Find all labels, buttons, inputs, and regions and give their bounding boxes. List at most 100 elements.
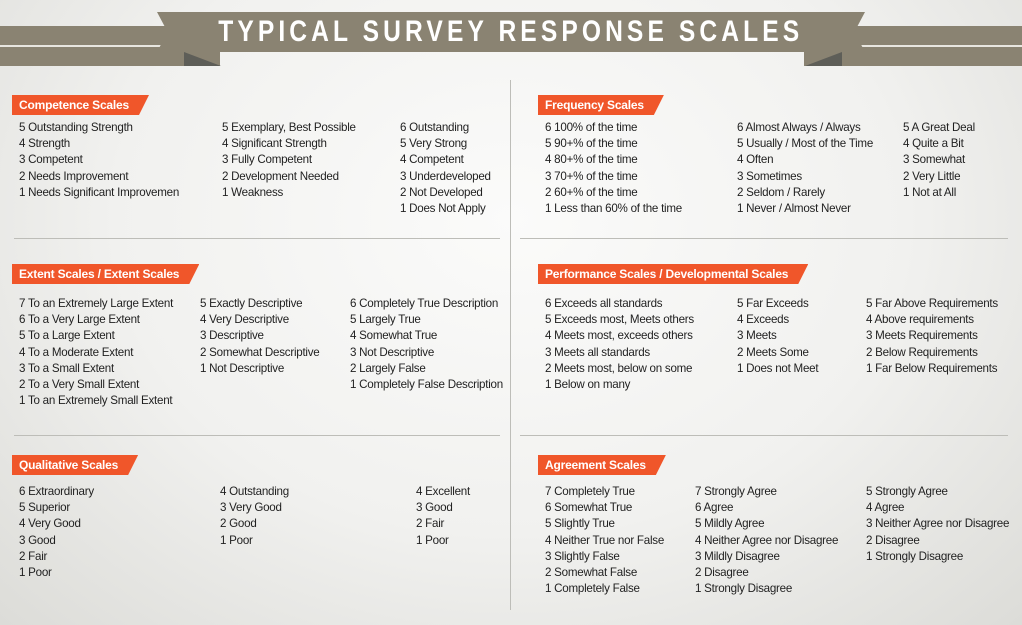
scale-item: 2 60+% of the time	[545, 185, 638, 199]
scale-item: 2 Needs Improvement	[19, 169, 129, 183]
scale-item: 1 Completely False Description	[350, 378, 503, 392]
scale-item: 5 Mildly Agree	[695, 517, 765, 531]
scale-item: 1 Not at All	[903, 185, 957, 199]
scale-item: 2 Fair	[416, 517, 445, 531]
scale-item: 2 Very Little	[903, 169, 961, 183]
scale-item: 4 Often	[737, 153, 774, 167]
scale-item: 2 Fair	[19, 549, 48, 563]
scale-item: 6 Somewhat True	[545, 501, 633, 515]
scale-item: 3 Very Good	[220, 501, 282, 515]
scale-item: 1 Never / Almost Never	[737, 202, 851, 216]
scale-column: 7 Completely True 6 Somewhat True 5 Slight…	[545, 484, 664, 597]
scale-item: 1 Weakness	[222, 185, 284, 199]
scale-column: 6 100% of the time 5 90+% of the time 4 80…	[545, 120, 682, 217]
scale-item: 1 Strongly Disagree	[695, 582, 793, 596]
horizontal-divider	[520, 238, 1008, 239]
scale-item: 4 Excellent	[416, 485, 470, 498]
scale-item: 2 Good	[220, 517, 257, 531]
scale-item: 5 Far Above Requirements	[866, 297, 998, 310]
scale-item: 5 Largely True	[350, 313, 421, 327]
scale-item: 1 Less than 60% of the time	[545, 202, 682, 216]
scale-item: 5 Exceeds most, Meets others	[545, 313, 694, 327]
scale-item: 7 Completely True	[545, 485, 635, 498]
scale-item: 6 Agree	[695, 501, 734, 515]
scale-column: 7 Strongly Agree 6 Agree 5 Mildly Agree 4 N…	[695, 484, 838, 597]
horizontal-divider	[14, 238, 500, 239]
scale-item: 1 Poor	[220, 533, 253, 547]
scale-item: 3 Good	[416, 501, 453, 515]
scale-column: 5 Far Exceeds 4 Exceeds 3 Meets 2 Meets Som…	[737, 296, 819, 377]
section-tag-extent: Extent Scales / Extent Scales	[12, 264, 199, 284]
scale-item: 3 To a Small Extent	[19, 361, 114, 375]
scale-item: 5 Exemplary, Best Possible	[222, 121, 356, 134]
scale-item: 3 Meets Requirements	[866, 329, 978, 343]
scale-item: 2 Somewhat False	[545, 566, 638, 580]
scale-item: 2 Seldom / Rarely	[737, 185, 825, 199]
scale-column: 5 Outstanding Strength 4 Strength 3 Compet…	[19, 120, 179, 201]
scale-item: 5 Very Strong	[400, 137, 467, 151]
scale-item: 4 Quite a Bit	[903, 137, 964, 151]
scale-item: 4 Significant Strength	[222, 137, 327, 151]
scale-item: 5 Far Exceeds	[737, 297, 809, 310]
scale-item: 1 Below on many	[545, 378, 631, 392]
scale-item: 3 Descriptive	[200, 329, 264, 343]
scale-item: 3 Good	[19, 533, 56, 547]
scale-item: 2 Below Requirements	[866, 345, 978, 359]
scale-item: 2 Largely False	[350, 361, 426, 375]
scale-column: 6 Exceeds all standards 5 Exceeds most, M…	[545, 296, 694, 393]
scale-item: 2 Not Developed	[400, 185, 483, 199]
scale-item: 5 Superior	[19, 501, 70, 515]
scale-item: 3 Slightly False	[545, 549, 620, 563]
scale-item: 5 Slightly True	[545, 517, 615, 531]
section-tag-performance: Performance Scales / Developmental Scale…	[538, 264, 808, 284]
scale-item: 7 Strongly Agree	[695, 485, 777, 498]
section-tag-agreement: Agreement Scales	[538, 455, 666, 475]
scale-item: 1 Not Descriptive	[200, 361, 285, 375]
scale-item: 3 Meets	[737, 329, 777, 343]
scale-item: 6 To a Very Large Extent	[19, 313, 140, 327]
scale-item: 1 Far Below Requirements	[866, 361, 998, 375]
scale-item: 3 Fully Competent	[222, 153, 312, 167]
scale-item: 5 Exactly Descriptive	[200, 297, 303, 310]
scale-item: 6 Almost Always / Always	[737, 121, 861, 134]
scale-item: 2 To a Very Small Extent	[19, 378, 140, 392]
scale-column: 5 A Great Deal 4 Quite a Bit 3 Somewhat 2 V…	[903, 120, 975, 201]
scale-item: 6 Outstanding	[400, 121, 469, 134]
scale-item: 5 A Great Deal	[903, 121, 975, 134]
scale-item: 1 Needs Significant Improvemen	[19, 185, 180, 199]
scale-item: 2 Disagree	[695, 566, 749, 580]
scale-item: 4 To a Moderate Extent	[19, 345, 134, 359]
scale-item: 4 Very Descriptive	[200, 313, 289, 327]
scale-item: 2 Meets Some	[737, 345, 809, 359]
scale-item: 2 Somewhat Descriptive	[200, 345, 320, 359]
horizontal-divider	[14, 435, 500, 436]
section-tag-competence: Competence Scales	[12, 95, 149, 115]
scale-item: 4 Outstanding	[220, 485, 289, 498]
ribbon-fold-left	[184, 52, 221, 66]
scale-item: 1 Completely False	[545, 582, 640, 596]
scale-column: 5 Exactly Descriptive 4 Very Descriptive 3…	[200, 296, 320, 377]
scale-item: 4 80+% of the time	[545, 153, 638, 167]
horizontal-divider	[520, 435, 1008, 436]
scale-item: 2 Development Needed	[222, 169, 339, 183]
scale-item: 1 Strongly Disagree	[866, 549, 964, 563]
scale-item: 5 Outstanding Strength	[19, 121, 133, 134]
scale-column: 7 To an Extremely Large Extent 6 To a Ver…	[19, 296, 173, 409]
scale-item: 3 70+% of the time	[545, 169, 638, 183]
scale-item: 4 Exceeds	[737, 313, 789, 327]
scale-item: 3 Underdeveloped	[400, 169, 491, 183]
scale-item: 5 To a Large Extent	[19, 329, 115, 343]
scale-item: 6 Completely True Description	[350, 297, 499, 310]
scale-item: 3 Mildly Disagree	[695, 549, 780, 563]
scale-item: 4 Meets most, exceeds others	[545, 329, 693, 343]
scale-column: 6 Almost Always / Always 5 Usually / Most…	[737, 120, 873, 217]
scale-item: 3 Somewhat	[903, 153, 965, 167]
scale-item: 1 Poor	[19, 566, 52, 580]
scale-item: 3 Neither Agree nor Disagree	[866, 517, 1010, 531]
scale-item: 3 Competent	[19, 153, 83, 167]
section-tag-qualitative: Qualitative Scales	[12, 455, 138, 475]
section-tag-frequency: Frequency Scales	[538, 95, 664, 115]
scale-item: 6 Extraordinary	[19, 485, 94, 498]
scale-column: 6 Completely True Description 5 Largely T…	[350, 296, 503, 393]
page-title: TYPICAL SURVEY RESPONSE SCALES	[218, 15, 804, 48]
